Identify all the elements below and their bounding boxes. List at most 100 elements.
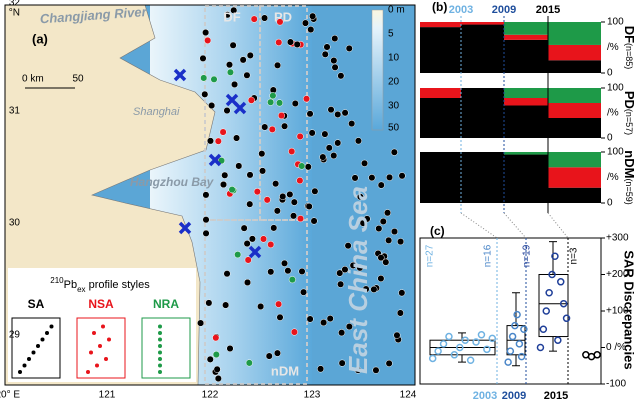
depth-label: 0 m bbox=[388, 5, 405, 16]
station bbox=[269, 92, 277, 100]
bar-segment bbox=[504, 152, 548, 155]
station bbox=[398, 172, 406, 180]
profile-title-part: profile styles bbox=[86, 279, 151, 291]
bar-segment bbox=[461, 24, 504, 73]
lat-label: 29 bbox=[9, 330, 21, 341]
point bbox=[520, 325, 528, 333]
station bbox=[202, 28, 210, 37]
station bbox=[298, 162, 306, 170]
depth-label: 5 bbox=[388, 29, 394, 40]
station bbox=[223, 107, 231, 115]
station bbox=[304, 163, 312, 171]
station bbox=[321, 50, 329, 58]
n-label: n=27 bbox=[425, 244, 436, 267]
station bbox=[246, 200, 254, 208]
connector bbox=[460, 212, 498, 239]
station bbox=[298, 267, 306, 275]
station bbox=[370, 285, 378, 293]
station bbox=[231, 80, 239, 88]
station bbox=[354, 137, 362, 145]
profile-title-part: Pb bbox=[64, 279, 77, 291]
point bbox=[548, 270, 556, 279]
station bbox=[258, 150, 266, 158]
bar-segment bbox=[420, 88, 461, 98]
station bbox=[348, 120, 356, 128]
y-tick-label: 100 bbox=[607, 83, 624, 94]
station bbox=[362, 285, 370, 293]
depth-label: 20 bbox=[388, 77, 400, 88]
y-tick-label: 0 bbox=[607, 68, 613, 79]
station bbox=[341, 109, 349, 117]
point bbox=[450, 351, 459, 359]
row-label: nDM(n=59) bbox=[622, 150, 637, 204]
station bbox=[273, 349, 281, 357]
station bbox=[377, 254, 385, 262]
bar-segment bbox=[504, 39, 548, 73]
station bbox=[221, 171, 229, 179]
map-panel bbox=[4, 4, 416, 386]
box bbox=[538, 274, 569, 338]
station bbox=[351, 174, 359, 182]
station bbox=[246, 51, 254, 59]
station bbox=[383, 209, 392, 217]
station bbox=[267, 240, 275, 249]
unit-label: /% bbox=[607, 172, 619, 183]
sa-box bbox=[11, 317, 61, 379]
station bbox=[275, 300, 283, 308]
profile-dot bbox=[95, 363, 99, 368]
station bbox=[286, 190, 294, 198]
station bbox=[259, 167, 267, 175]
bar-segment bbox=[504, 22, 548, 35]
station bbox=[245, 359, 253, 367]
station bbox=[293, 40, 301, 48]
station bbox=[331, 34, 339, 43]
station bbox=[247, 96, 255, 104]
station bbox=[240, 224, 248, 232]
lon-label: 124 bbox=[400, 390, 417, 401]
station bbox=[306, 315, 314, 323]
station bbox=[390, 228, 399, 236]
station bbox=[302, 95, 311, 103]
station bbox=[253, 188, 261, 196]
station bbox=[212, 351, 220, 359]
station bbox=[319, 153, 327, 161]
station bbox=[230, 6, 238, 14]
station bbox=[345, 44, 353, 52]
bar-segment bbox=[548, 187, 601, 203]
bar-segment bbox=[548, 44, 601, 61]
profile-type: NSA bbox=[88, 297, 114, 311]
year-label: 2015 bbox=[536, 4, 560, 16]
station bbox=[202, 216, 210, 224]
point bbox=[461, 336, 469, 344]
year-label: 2009 bbox=[492, 4, 516, 16]
station bbox=[210, 75, 218, 83]
region-label: PD bbox=[274, 9, 292, 24]
station bbox=[201, 90, 209, 98]
station bbox=[390, 148, 398, 156]
station bbox=[259, 235, 268, 243]
station bbox=[277, 112, 286, 120]
core-site bbox=[248, 245, 262, 259]
station bbox=[204, 36, 212, 44]
bar-segment bbox=[548, 152, 601, 168]
station bbox=[273, 207, 281, 215]
row-label: PD(n=57) bbox=[622, 91, 637, 135]
bar-segment bbox=[504, 98, 548, 106]
station bbox=[248, 235, 256, 243]
n-label: n=19 bbox=[522, 244, 533, 267]
station bbox=[288, 147, 296, 155]
bar-segment bbox=[548, 22, 601, 45]
bar-segment bbox=[420, 152, 461, 203]
station bbox=[368, 174, 376, 182]
station bbox=[226, 344, 234, 353]
station bbox=[334, 110, 342, 119]
profile-dot bbox=[101, 324, 105, 329]
station bbox=[223, 270, 231, 278]
core-site bbox=[208, 153, 222, 167]
station bbox=[213, 365, 221, 373]
station bbox=[311, 187, 319, 195]
point bbox=[477, 330, 486, 339]
region-label: nDM bbox=[271, 363, 299, 378]
station bbox=[246, 171, 254, 179]
station bbox=[393, 331, 401, 339]
